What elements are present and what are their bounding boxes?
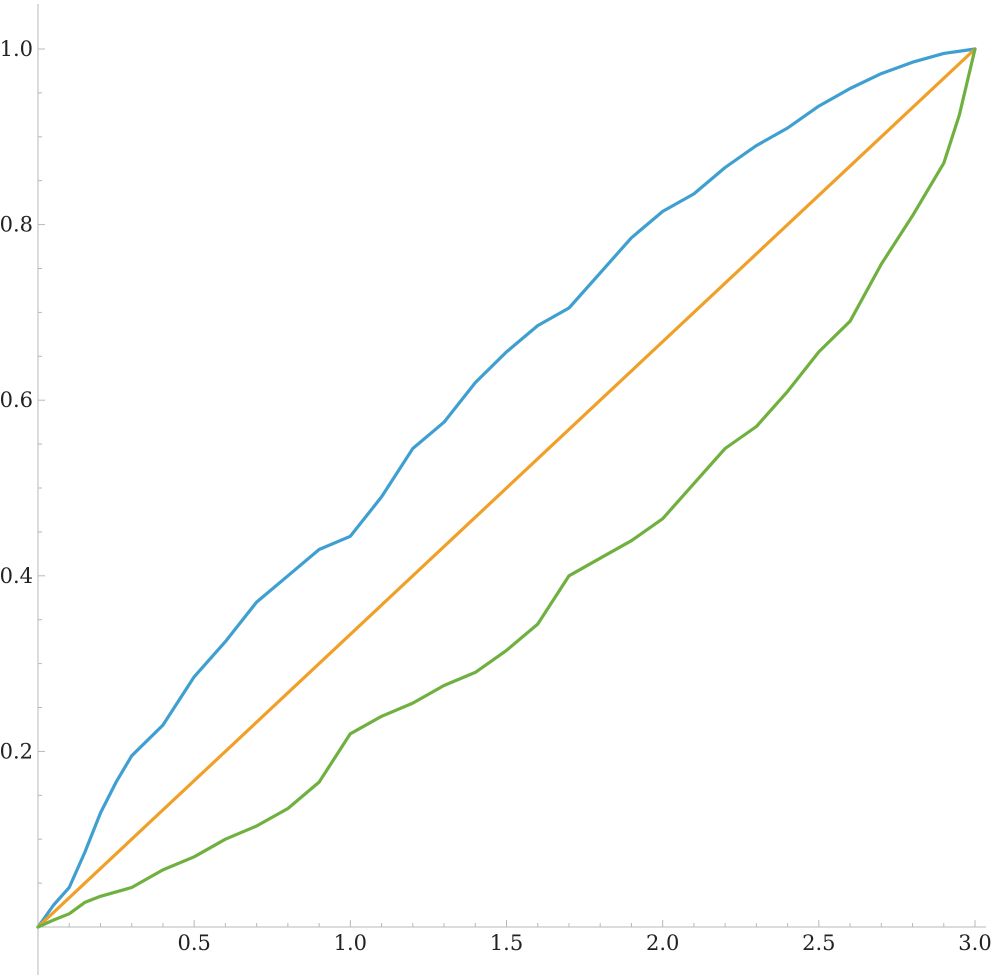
y-tick-label: 0.8 [0, 213, 33, 237]
ticks [38, 48, 976, 927]
y-tick-label: 0.2 [0, 739, 33, 763]
y-tick-label: 1.0 [0, 37, 33, 61]
y-tick-label: 0.6 [0, 388, 33, 412]
series-group [36, 47, 977, 929]
series-line-lower [36, 47, 977, 929]
x-tick-label: 1.0 [334, 931, 367, 955]
x-tick-label: 1.5 [490, 931, 523, 955]
x-tick-label: 2.5 [802, 931, 835, 955]
x-tick-label: 2.0 [646, 931, 679, 955]
axes [37, 4, 986, 975]
x-tick-label: 0.5 [177, 931, 210, 955]
series-line-upper [36, 47, 977, 929]
series-line-diagonal [36, 47, 977, 929]
tick-labels: 0.5 1.0 1.5 2.0 2.5 3.0 0.2 0.4 0.6 0.8 1.0 [0, 37, 992, 955]
x-tick-label: 3.0 [958, 931, 991, 955]
y-tick-label: 0.4 [0, 564, 33, 588]
